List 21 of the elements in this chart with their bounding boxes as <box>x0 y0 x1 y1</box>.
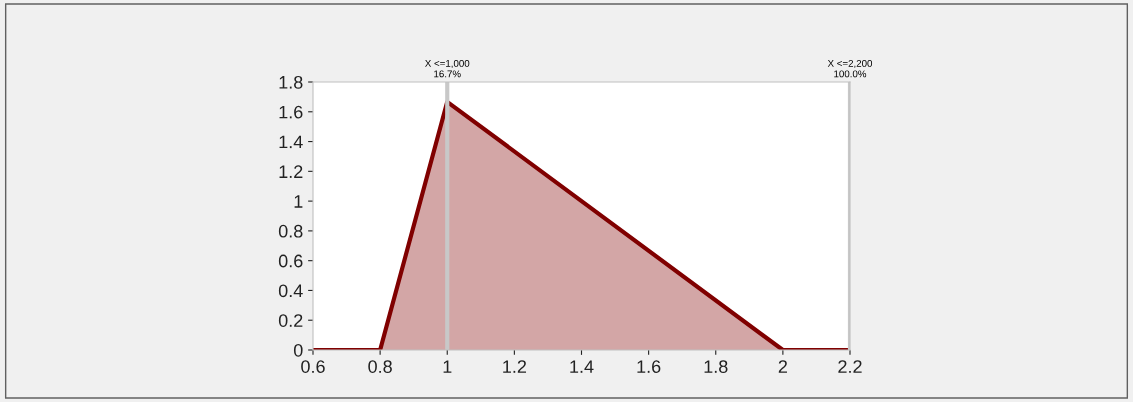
x-tick-label: 1.6 <box>637 360 661 373</box>
y-tick-label: 0.2 <box>278 314 303 327</box>
y-tick-label: 1.6 <box>279 105 303 119</box>
y-tick-label: 1.8 <box>279 75 303 89</box>
y-tick-label: 0 <box>293 343 303 357</box>
x-tick-label: 1.2 <box>503 360 527 373</box>
ref-line-label: X <=1,000 16.7% <box>425 59 470 78</box>
x-tick-label: 1.8 <box>704 360 728 373</box>
y-tick-label: 1 <box>294 195 303 208</box>
y-tick-label: 0.6 <box>278 254 303 268</box>
x-tick-label: 2 <box>778 360 787 373</box>
x-tick-label: 1 <box>443 360 452 373</box>
x-tick-label: 1.4 <box>570 360 594 373</box>
ref-line-label: X <=2,200 100.0% <box>827 59 873 78</box>
x-tick-label: 0.6 <box>301 360 325 373</box>
y-tick-label: 1.2 <box>279 165 303 178</box>
y-tick-label: 0.4 <box>278 284 303 298</box>
x-tick-label: 2.2 <box>838 360 862 373</box>
x-tick-label: 0.8 <box>368 360 392 373</box>
y-tick-label: 1.4 <box>279 135 303 149</box>
y-tick-label: 0.8 <box>278 224 303 238</box>
